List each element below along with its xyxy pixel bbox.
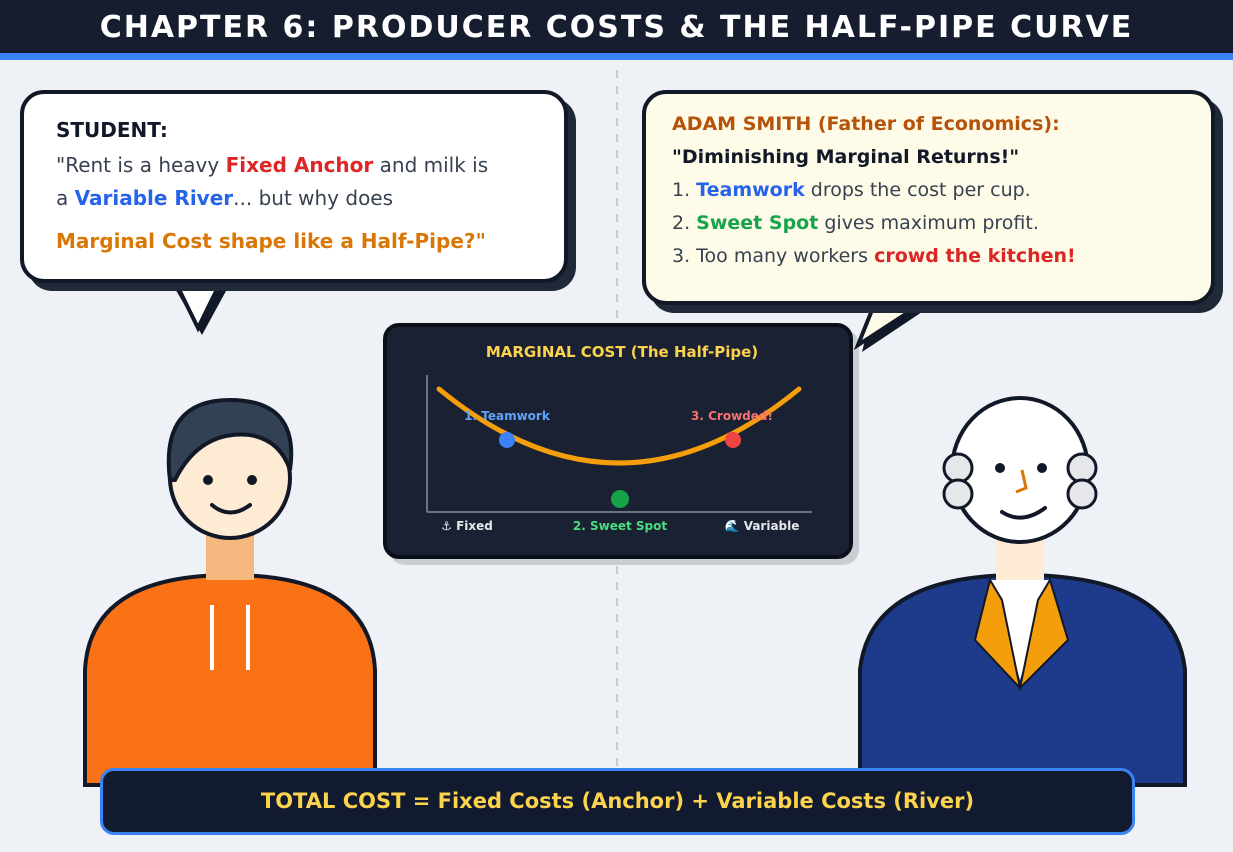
nose	[1015, 469, 1028, 494]
text: Variable River	[74, 186, 234, 210]
motto: "Diminishing Marginal Returns!"	[672, 146, 1020, 168]
point-label: 3. Crowded!	[691, 409, 773, 423]
text: crowd the kitchen!	[874, 245, 1076, 267]
text: Teamwork	[696, 179, 805, 201]
text: 1.	[672, 179, 697, 201]
text: "Rent is a heavy	[56, 153, 226, 177]
quote-line: "Rent is a heavy Fixed Anchor and milk i…	[56, 149, 532, 182]
point	[611, 490, 629, 508]
eye	[247, 475, 257, 485]
quote-line: Marginal Cost shape like a Half-Pipe?"	[56, 229, 486, 253]
mc-curve	[436, 386, 802, 466]
text: Sweet Spot	[696, 212, 819, 234]
text: 3. Too many workers	[672, 245, 875, 267]
half-pipe-chart: MARGINAL COST (The Half-Pipe) 1. Teamwor…	[426, 343, 812, 533]
eye	[203, 475, 213, 485]
adam-bubble: ADAM SMITH (Father of Economics): "Dimin…	[642, 90, 1215, 305]
text: a	[56, 186, 75, 210]
student-hair	[166, 397, 294, 482]
wig-curl	[1066, 478, 1098, 510]
wig-curl	[1066, 452, 1098, 484]
text: gives maximum profit.	[818, 212, 1039, 234]
quote-line: a Variable River... but why does	[56, 182, 532, 215]
mouth	[210, 503, 252, 515]
axis-label: ⚓ Fixed	[441, 519, 493, 533]
eye	[1037, 463, 1047, 473]
chart-title: MARGINAL COST (The Half-Pipe)	[486, 343, 758, 361]
text: Fixed Anchor	[225, 153, 374, 177]
point	[499, 432, 515, 448]
student-hoodie	[83, 572, 377, 787]
text: and milk is	[373, 153, 489, 177]
text: ... but why does	[233, 186, 394, 210]
point: 2. Sweet Spot gives maximum profit.	[672, 207, 1185, 240]
point-label: 1. Teamwork	[464, 409, 551, 423]
point: 1. Teamwork drops the cost per cup.	[672, 174, 1185, 207]
student-bubble: STUDENT: "Rent is a heavy Fixed Anchor a…	[20, 90, 568, 283]
text: 2.	[672, 212, 697, 234]
axis-label: 🌊 Variable	[725, 519, 800, 533]
footer-formula: TOTAL COST = Fixed Costs (Anchor) + Vari…	[100, 768, 1135, 835]
chart-box: MARGINAL COST (The Half-Pipe) 1. Teamwor…	[383, 323, 853, 559]
wig-curl	[942, 478, 974, 510]
point: 3. Too many workers crowd the kitchen!	[672, 240, 1185, 273]
speaker: STUDENT:	[56, 118, 168, 142]
eye	[995, 463, 1005, 473]
axis-label: 2. Sweet Spot	[573, 519, 667, 533]
text: drops the cost per cup.	[804, 179, 1031, 201]
speaker: ADAM SMITH (Father of Economics):	[672, 113, 1060, 135]
mouth	[1000, 506, 1047, 520]
adam-shirt	[990, 580, 1050, 680]
point	[725, 432, 741, 448]
adam-lapel	[1018, 577, 1070, 692]
wig-curl	[942, 452, 974, 484]
header-title: CHAPTER 6: PRODUCER COSTS & THE HALF-PIP…	[0, 0, 1233, 60]
